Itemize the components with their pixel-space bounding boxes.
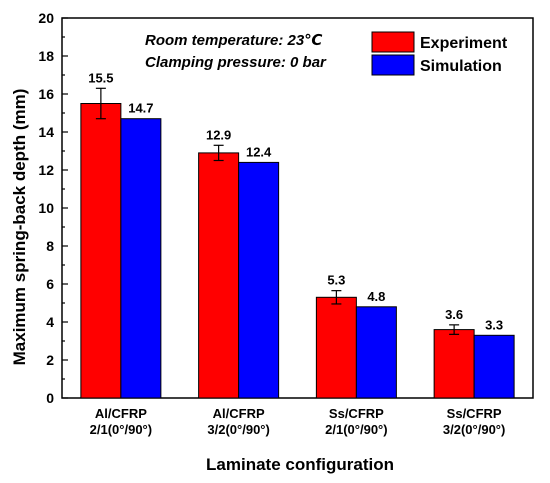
y-tick-label: 14 (38, 124, 54, 140)
y-tick-label: 20 (38, 10, 54, 26)
legend-swatch-experiment (371, 31, 415, 53)
x-tick-label: Al/CFRP (95, 406, 147, 421)
x-axis-title: Laminate configuration (206, 455, 394, 474)
y-tick-label: 10 (38, 200, 54, 216)
data-label-experiment: 3.6 (445, 307, 463, 322)
data-label-simulation: 14.7 (128, 101, 153, 116)
annotations: Room temperature: 23℃ Clamping pressure:… (145, 32, 327, 71)
y-tick-label: 16 (38, 86, 54, 102)
bar-simulation (120, 118, 162, 399)
bar-simulation (473, 334, 515, 399)
x-tick-label: Ss/CFRP (447, 406, 502, 421)
y-axis-title: Maximum spring-back depth (mm) (10, 89, 29, 366)
y-tick-label: 8 (46, 238, 54, 254)
data-label-simulation: 12.4 (246, 144, 272, 159)
bar-experiment (80, 103, 122, 399)
legend: Experiment Simulation (366, 29, 518, 77)
x-tick-label: 2/1(0°/90°) (325, 422, 387, 437)
data-label-simulation: 3.3 (485, 317, 503, 332)
bar-experiment (433, 329, 475, 399)
y-tick-label: 0 (46, 390, 54, 406)
x-tick-label: 3/2(0°/90°) (207, 422, 269, 437)
data-label-simulation: 4.8 (367, 289, 385, 304)
y-tick-label: 4 (46, 314, 54, 330)
data-label-experiment: 15.5 (88, 70, 113, 85)
annotation-clamping-pressure: Clamping pressure: 0 bar (145, 54, 327, 71)
bar-experiment (315, 296, 357, 399)
legend-label-experiment: Experiment (420, 35, 508, 52)
legend-label-simulation: Simulation (420, 58, 502, 75)
y-tick-label: 6 (46, 276, 54, 292)
data-label-experiment: 12.9 (206, 127, 231, 142)
x-tick-label: 2/1(0°/90°) (90, 422, 152, 437)
plot-area: 02468101214161820Al/CFRP2/1(0°/90°)15.51… (38, 10, 534, 437)
bar-simulation (355, 306, 397, 399)
x-tick-label: Ss/CFRP (329, 406, 384, 421)
y-tick-label: 2 (46, 352, 54, 368)
bar-experiment (198, 152, 240, 399)
y-tick-label: 12 (38, 162, 54, 178)
y-axis-title-group: Maximum spring-back depth (mm) (10, 89, 29, 366)
x-tick-label: 3/2(0°/90°) (443, 422, 505, 437)
x-tick-label: Al/CFRP (213, 406, 265, 421)
legend-swatch-simulation (371, 54, 415, 76)
data-label-experiment: 5.3 (327, 273, 345, 288)
annotation-room-temperature: Room temperature: 23℃ (145, 32, 323, 49)
y-tick-label: 18 (38, 48, 54, 64)
bar-simulation (238, 161, 280, 399)
